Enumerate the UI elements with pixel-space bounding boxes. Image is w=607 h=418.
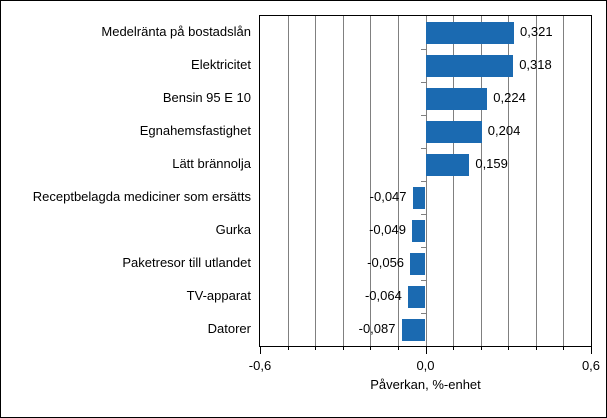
bar-value-label: 0,224 — [493, 89, 526, 105]
bar-value-label: 0,159 — [475, 155, 508, 171]
x-tick-label: 0,6 — [581, 358, 601, 373]
gridline — [535, 16, 537, 346]
gridline — [369, 16, 371, 346]
bar-value-label: -0,056 — [367, 254, 405, 270]
category-label: Elektricitet — [191, 56, 251, 72]
bar — [410, 252, 426, 275]
gridline — [507, 16, 509, 346]
category-label: TV-apparat — [186, 287, 251, 303]
bar — [411, 219, 426, 242]
category-label: Egnahemsfastighet — [139, 122, 251, 138]
category-label: Receptbelagda mediciner som ersätts — [32, 188, 251, 204]
category-axis-tick — [420, 148, 426, 149]
gridline — [287, 16, 289, 346]
bar-value-label: 0,318 — [519, 56, 552, 72]
gridline — [314, 16, 316, 346]
x-axis-tick — [425, 346, 427, 354]
gridline — [342, 16, 344, 346]
bar — [425, 153, 470, 176]
plot-area — [259, 15, 592, 347]
gridline — [397, 16, 399, 346]
bar — [425, 120, 482, 143]
gridline — [452, 16, 454, 346]
x-axis-tick — [314, 346, 316, 350]
x-axis-tick — [287, 346, 289, 350]
bar-value-label: -0,087 — [358, 320, 396, 336]
x-axis-tick — [562, 346, 564, 350]
category-axis-tick — [420, 313, 426, 314]
x-axis-tick — [259, 346, 261, 354]
category-axis-tick — [420, 49, 426, 50]
x-axis-tick — [452, 346, 454, 350]
category-axis-tick — [420, 82, 426, 83]
x-axis-title: Påverkan, %-enhet — [370, 377, 481, 392]
bar — [425, 87, 488, 110]
bar — [401, 318, 426, 341]
bar — [412, 186, 426, 209]
gridline — [480, 16, 482, 346]
category-label: Gurka — [215, 221, 251, 237]
bar-value-label: -0,049 — [369, 221, 406, 237]
bar-value-label: -0,064 — [364, 287, 402, 303]
x-axis-tick — [590, 346, 592, 354]
x-tick-label: 0,0 — [416, 358, 435, 373]
x-axis-tick — [480, 346, 482, 350]
bar — [425, 54, 514, 77]
category-label: Datorer — [207, 320, 251, 336]
category-label: Lätt brännolja — [172, 155, 251, 171]
bar — [425, 21, 515, 44]
category-label: Bensin 95 E 10 — [162, 89, 251, 105]
bar-value-label: 0,321 — [520, 23, 553, 39]
x-axis-tick — [535, 346, 537, 350]
category-axis-tick — [420, 214, 426, 215]
x-axis-tick — [397, 346, 399, 350]
category-axis-tick — [420, 280, 426, 281]
category-axis-tick — [420, 181, 426, 182]
x-axis-tick — [369, 346, 371, 350]
gridline — [562, 16, 564, 346]
category-label: Paketresor till utlandet — [122, 254, 251, 270]
category-axis-tick — [420, 115, 426, 116]
category-axis-tick — [420, 247, 426, 248]
bar-value-label: 0,204 — [487, 122, 521, 138]
bar — [407, 285, 426, 308]
category-axis-line — [425, 16, 427, 346]
x-tick-label: -0,6 — [248, 358, 272, 373]
bar-value-label: -0,047 — [369, 188, 407, 204]
category-label: Medelränta på bostadslån — [101, 23, 251, 39]
x-axis-tick — [507, 346, 509, 350]
x-axis-tick — [342, 346, 344, 350]
